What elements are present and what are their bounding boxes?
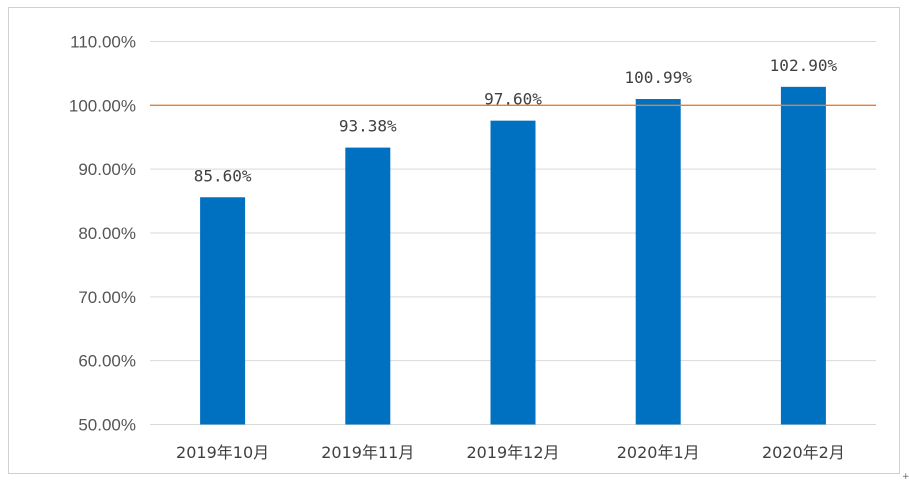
y-tick-label: 90.00% bbox=[78, 160, 136, 179]
y-tick-label: 110.00% bbox=[70, 33, 136, 52]
bars bbox=[200, 86, 826, 425]
data-label: 102.90% bbox=[770, 56, 838, 75]
x-category-label: 2019年10月 bbox=[176, 443, 269, 462]
data-label: 100.99% bbox=[624, 68, 692, 87]
bar bbox=[200, 197, 246, 425]
x-category-label: 2019年11月 bbox=[321, 443, 414, 462]
y-tick-label: 80.00% bbox=[78, 224, 136, 243]
x-category-label: 2019年12月 bbox=[466, 443, 559, 462]
x-category-label: 2020年2月 bbox=[762, 443, 845, 462]
y-axis-tick-labels: 50.00% 60.00% 70.00% 80.00% 90.00% 100.00% 110… bbox=[69, 33, 136, 435]
x-category-label: 2020年1月 bbox=[617, 443, 700, 462]
data-label: 85.60% bbox=[194, 166, 252, 185]
data-label: 97.60% bbox=[484, 90, 542, 109]
bar bbox=[635, 99, 681, 425]
data-label: 93.38% bbox=[339, 117, 397, 136]
bar bbox=[345, 147, 391, 425]
data-labels: 85.60% 93.38% 97.60% 100.99% 102.90% bbox=[194, 56, 838, 185]
y-tick-label: 60.00% bbox=[78, 352, 136, 371]
bar bbox=[490, 120, 536, 425]
y-tick-label: 100.00% bbox=[69, 96, 136, 115]
y-tick-label: 70.00% bbox=[78, 288, 136, 307]
corner-mark: + bbox=[902, 472, 909, 482]
bar bbox=[780, 86, 826, 425]
y-tick-label: 50.00% bbox=[78, 416, 136, 435]
x-axis-category-labels: 2019年10月 2019年11月 2019年12月 2020年1月 2020年2月 bbox=[176, 443, 845, 462]
chart-frame bbox=[8, 7, 900, 474]
